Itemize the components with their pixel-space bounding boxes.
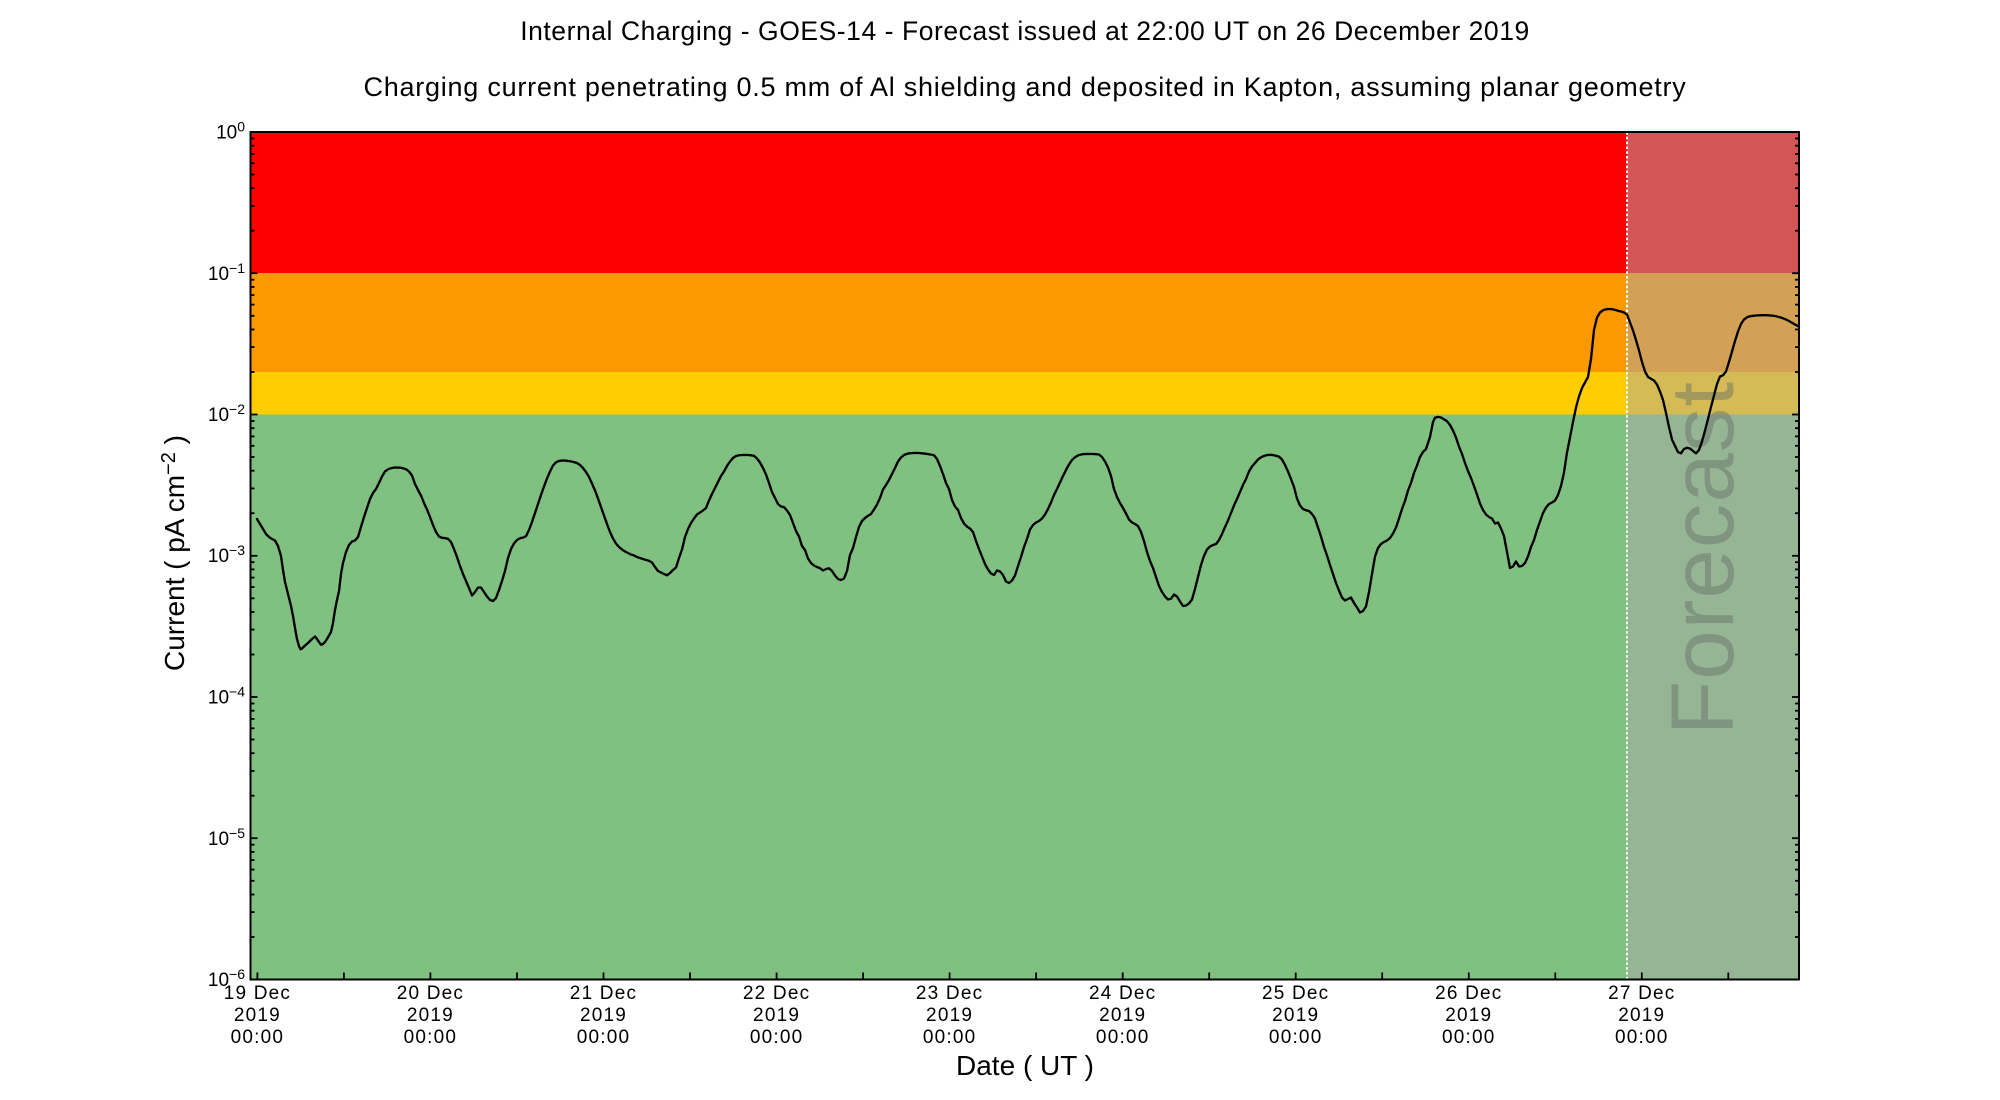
svg-text:2019: 2019 — [926, 1005, 973, 1026]
svg-text:00:00: 00:00 — [231, 1027, 285, 1048]
svg-text:00:00: 00:00 — [404, 1027, 458, 1048]
svg-text:100: 100 — [216, 119, 245, 144]
svg-text:00:00: 00:00 — [750, 1027, 804, 1048]
svg-text:00:00: 00:00 — [923, 1027, 977, 1048]
svg-text:22 Dec: 22 Dec — [743, 983, 810, 1004]
svg-text:Date ( UT ): Date ( UT ) — [956, 1050, 1094, 1081]
svg-text:10−3: 10−3 — [208, 542, 245, 567]
svg-text:27 Dec: 27 Dec — [1608, 983, 1675, 1004]
svg-text:23 Dec: 23 Dec — [916, 983, 983, 1004]
svg-text:10−4: 10−4 — [208, 684, 245, 709]
svg-text:00:00: 00:00 — [1615, 1027, 1669, 1048]
svg-text:00:00: 00:00 — [1269, 1027, 1323, 1048]
svg-text:26 Dec: 26 Dec — [1435, 983, 1502, 1004]
svg-text:Charging current penetrating 0: Charging current penetrating 0.5 mm of A… — [364, 72, 1687, 102]
svg-text:2019: 2019 — [580, 1005, 627, 1026]
svg-text:10−5: 10−5 — [208, 825, 245, 850]
svg-text:00:00: 00:00 — [577, 1027, 631, 1048]
svg-text:00:00: 00:00 — [1442, 1027, 1496, 1048]
svg-text:10−2: 10−2 — [208, 401, 245, 426]
svg-text:2019: 2019 — [1618, 1005, 1665, 1026]
svg-text:21 Dec: 21 Dec — [570, 983, 637, 1004]
svg-text:20 Dec: 20 Dec — [397, 983, 464, 1004]
svg-text:19 Dec: 19 Dec — [224, 983, 291, 1004]
svg-text:2019: 2019 — [1445, 1005, 1492, 1026]
svg-text:2019: 2019 — [407, 1005, 454, 1026]
svg-text:25 Dec: 25 Dec — [1262, 983, 1329, 1004]
svg-text:Current ( pA cm−2 ): Current ( pA cm−2 ) — [158, 435, 190, 671]
svg-text:2019: 2019 — [1272, 1005, 1319, 1026]
svg-text:Forecast: Forecast — [1652, 381, 1752, 735]
svg-text:00:00: 00:00 — [1096, 1027, 1150, 1048]
svg-text:24 Dec: 24 Dec — [1089, 983, 1156, 1004]
svg-text:2019: 2019 — [1099, 1005, 1146, 1026]
svg-text:Internal Charging - GOES-14 -: Internal Charging - GOES-14 - Forecast i… — [520, 16, 1530, 46]
svg-text:2019: 2019 — [234, 1005, 281, 1026]
svg-text:10−1: 10−1 — [208, 260, 245, 285]
svg-text:2019: 2019 — [753, 1005, 800, 1026]
